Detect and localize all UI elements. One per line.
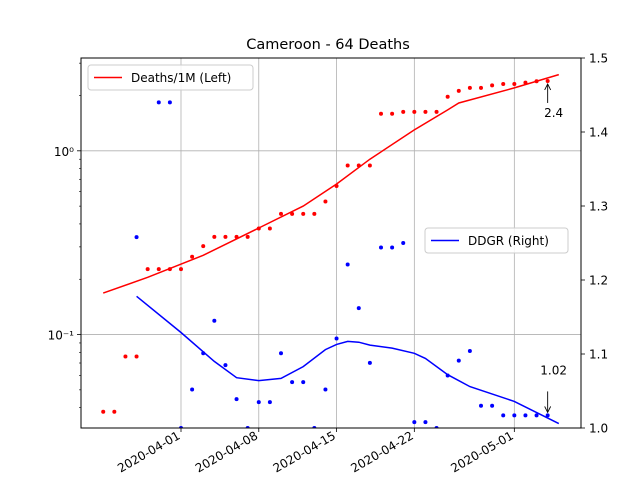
deaths-point bbox=[301, 211, 306, 216]
annotation-arrowhead bbox=[544, 82, 552, 91]
deaths-point bbox=[312, 211, 317, 216]
ddgr-point bbox=[467, 349, 472, 354]
deaths-point bbox=[367, 163, 372, 168]
ddgr-point bbox=[234, 397, 239, 402]
deaths-point bbox=[123, 354, 128, 359]
right-tick-label: 1.5 bbox=[589, 52, 608, 66]
legend-label: Deaths/1M (Left) bbox=[131, 71, 231, 85]
ddgr-point bbox=[379, 245, 383, 250]
deaths-point bbox=[145, 267, 150, 272]
right-tick-label: 1.1 bbox=[589, 348, 608, 362]
left-tick-label: 10⁻¹ bbox=[48, 329, 75, 343]
ddgr-point bbox=[534, 413, 539, 418]
deaths-point bbox=[256, 226, 261, 231]
annotations: 2.4 1.02 bbox=[540, 82, 567, 414]
ddgr-point bbox=[545, 413, 550, 418]
deaths-point bbox=[212, 234, 217, 239]
deaths-point bbox=[501, 82, 506, 87]
left-tick-label: 10⁰ bbox=[54, 145, 74, 159]
ddgr-point bbox=[267, 400, 272, 405]
deaths-point bbox=[545, 78, 550, 83]
deaths-point bbox=[234, 234, 239, 239]
ddgr-point bbox=[401, 241, 406, 245]
ddgr-point bbox=[223, 363, 228, 368]
legend-box bbox=[424, 227, 569, 254]
chart-title: Cameroon - 64 Deaths bbox=[246, 37, 410, 53]
gridlines bbox=[81, 58, 581, 428]
deaths-point bbox=[512, 82, 517, 87]
ddgr-point bbox=[156, 100, 161, 105]
deaths-point bbox=[479, 85, 483, 90]
ddgr-point bbox=[256, 400, 261, 405]
ddgr-point bbox=[490, 403, 495, 408]
ddgr-point bbox=[445, 373, 450, 378]
deaths-point bbox=[490, 83, 495, 88]
deaths-point bbox=[356, 163, 361, 168]
deaths-point bbox=[345, 163, 350, 168]
ddgr-point bbox=[501, 413, 506, 418]
deaths-point bbox=[334, 184, 339, 189]
deaths-point bbox=[423, 109, 428, 114]
legends: Deaths/1M (Left) DDGR (Right) bbox=[87, 64, 569, 254]
legend-label: DDGR (Right) bbox=[468, 234, 549, 248]
deaths-point bbox=[534, 79, 539, 84]
ddgr-point bbox=[345, 262, 350, 267]
ddgr-point bbox=[323, 387, 328, 392]
deaths-point bbox=[267, 226, 272, 231]
deaths-point bbox=[201, 244, 206, 249]
ddgr-point bbox=[367, 360, 372, 365]
right-tick-label: 1.2 bbox=[589, 274, 608, 288]
plot-frame bbox=[80, 57, 582, 429]
ddgr-point bbox=[212, 318, 217, 323]
annotation-label: 1.02 bbox=[540, 363, 567, 377]
legend-box bbox=[87, 64, 254, 91]
right-tick-label: 1.0 bbox=[589, 422, 608, 436]
deaths-point bbox=[467, 85, 472, 90]
deaths-point bbox=[523, 80, 528, 85]
deaths-point bbox=[134, 354, 139, 359]
ddgr-point bbox=[512, 413, 517, 418]
ddgr-point bbox=[356, 306, 361, 311]
ddgr-point bbox=[456, 358, 461, 363]
annotation-label: 2.4 bbox=[544, 106, 563, 120]
deaths-point bbox=[179, 267, 183, 272]
deaths-point bbox=[101, 409, 106, 414]
deaths-point bbox=[290, 211, 295, 216]
ddgr-point bbox=[479, 403, 483, 408]
annotation-arrowhead bbox=[544, 406, 552, 414]
deaths-point bbox=[279, 211, 283, 216]
right-tick-label: 1.4 bbox=[589, 126, 608, 140]
ddgr-point bbox=[167, 100, 172, 105]
deaths-point bbox=[223, 234, 228, 239]
deaths-point bbox=[412, 109, 417, 114]
ddgr-point bbox=[390, 245, 395, 250]
deaths-point bbox=[401, 109, 406, 114]
right-tick-label: 1.3 bbox=[589, 200, 608, 214]
deaths-point bbox=[190, 254, 195, 259]
ddgr-point bbox=[290, 380, 295, 385]
deaths-point bbox=[167, 267, 172, 272]
ddgr-point bbox=[412, 420, 417, 425]
deaths-point bbox=[445, 94, 450, 99]
ddgr-point bbox=[201, 351, 206, 356]
deaths-point bbox=[323, 199, 328, 204]
ddgr-point bbox=[190, 387, 195, 392]
ddgr-point bbox=[279, 351, 283, 356]
deaths-point bbox=[456, 88, 461, 93]
ddgr-point bbox=[301, 380, 306, 385]
data-points bbox=[101, 78, 550, 428]
ddgr-point bbox=[523, 413, 528, 418]
deaths-point bbox=[112, 409, 117, 414]
deaths-point bbox=[245, 234, 250, 239]
deaths-point bbox=[156, 267, 161, 272]
ddgr-point bbox=[423, 420, 428, 425]
ddgr-point bbox=[134, 235, 139, 240]
ddgr-point bbox=[334, 336, 339, 341]
deaths-point bbox=[434, 109, 439, 114]
deaths-trend-line bbox=[102, 73, 560, 294]
deaths-point bbox=[379, 111, 383, 116]
deaths-point bbox=[390, 111, 395, 116]
